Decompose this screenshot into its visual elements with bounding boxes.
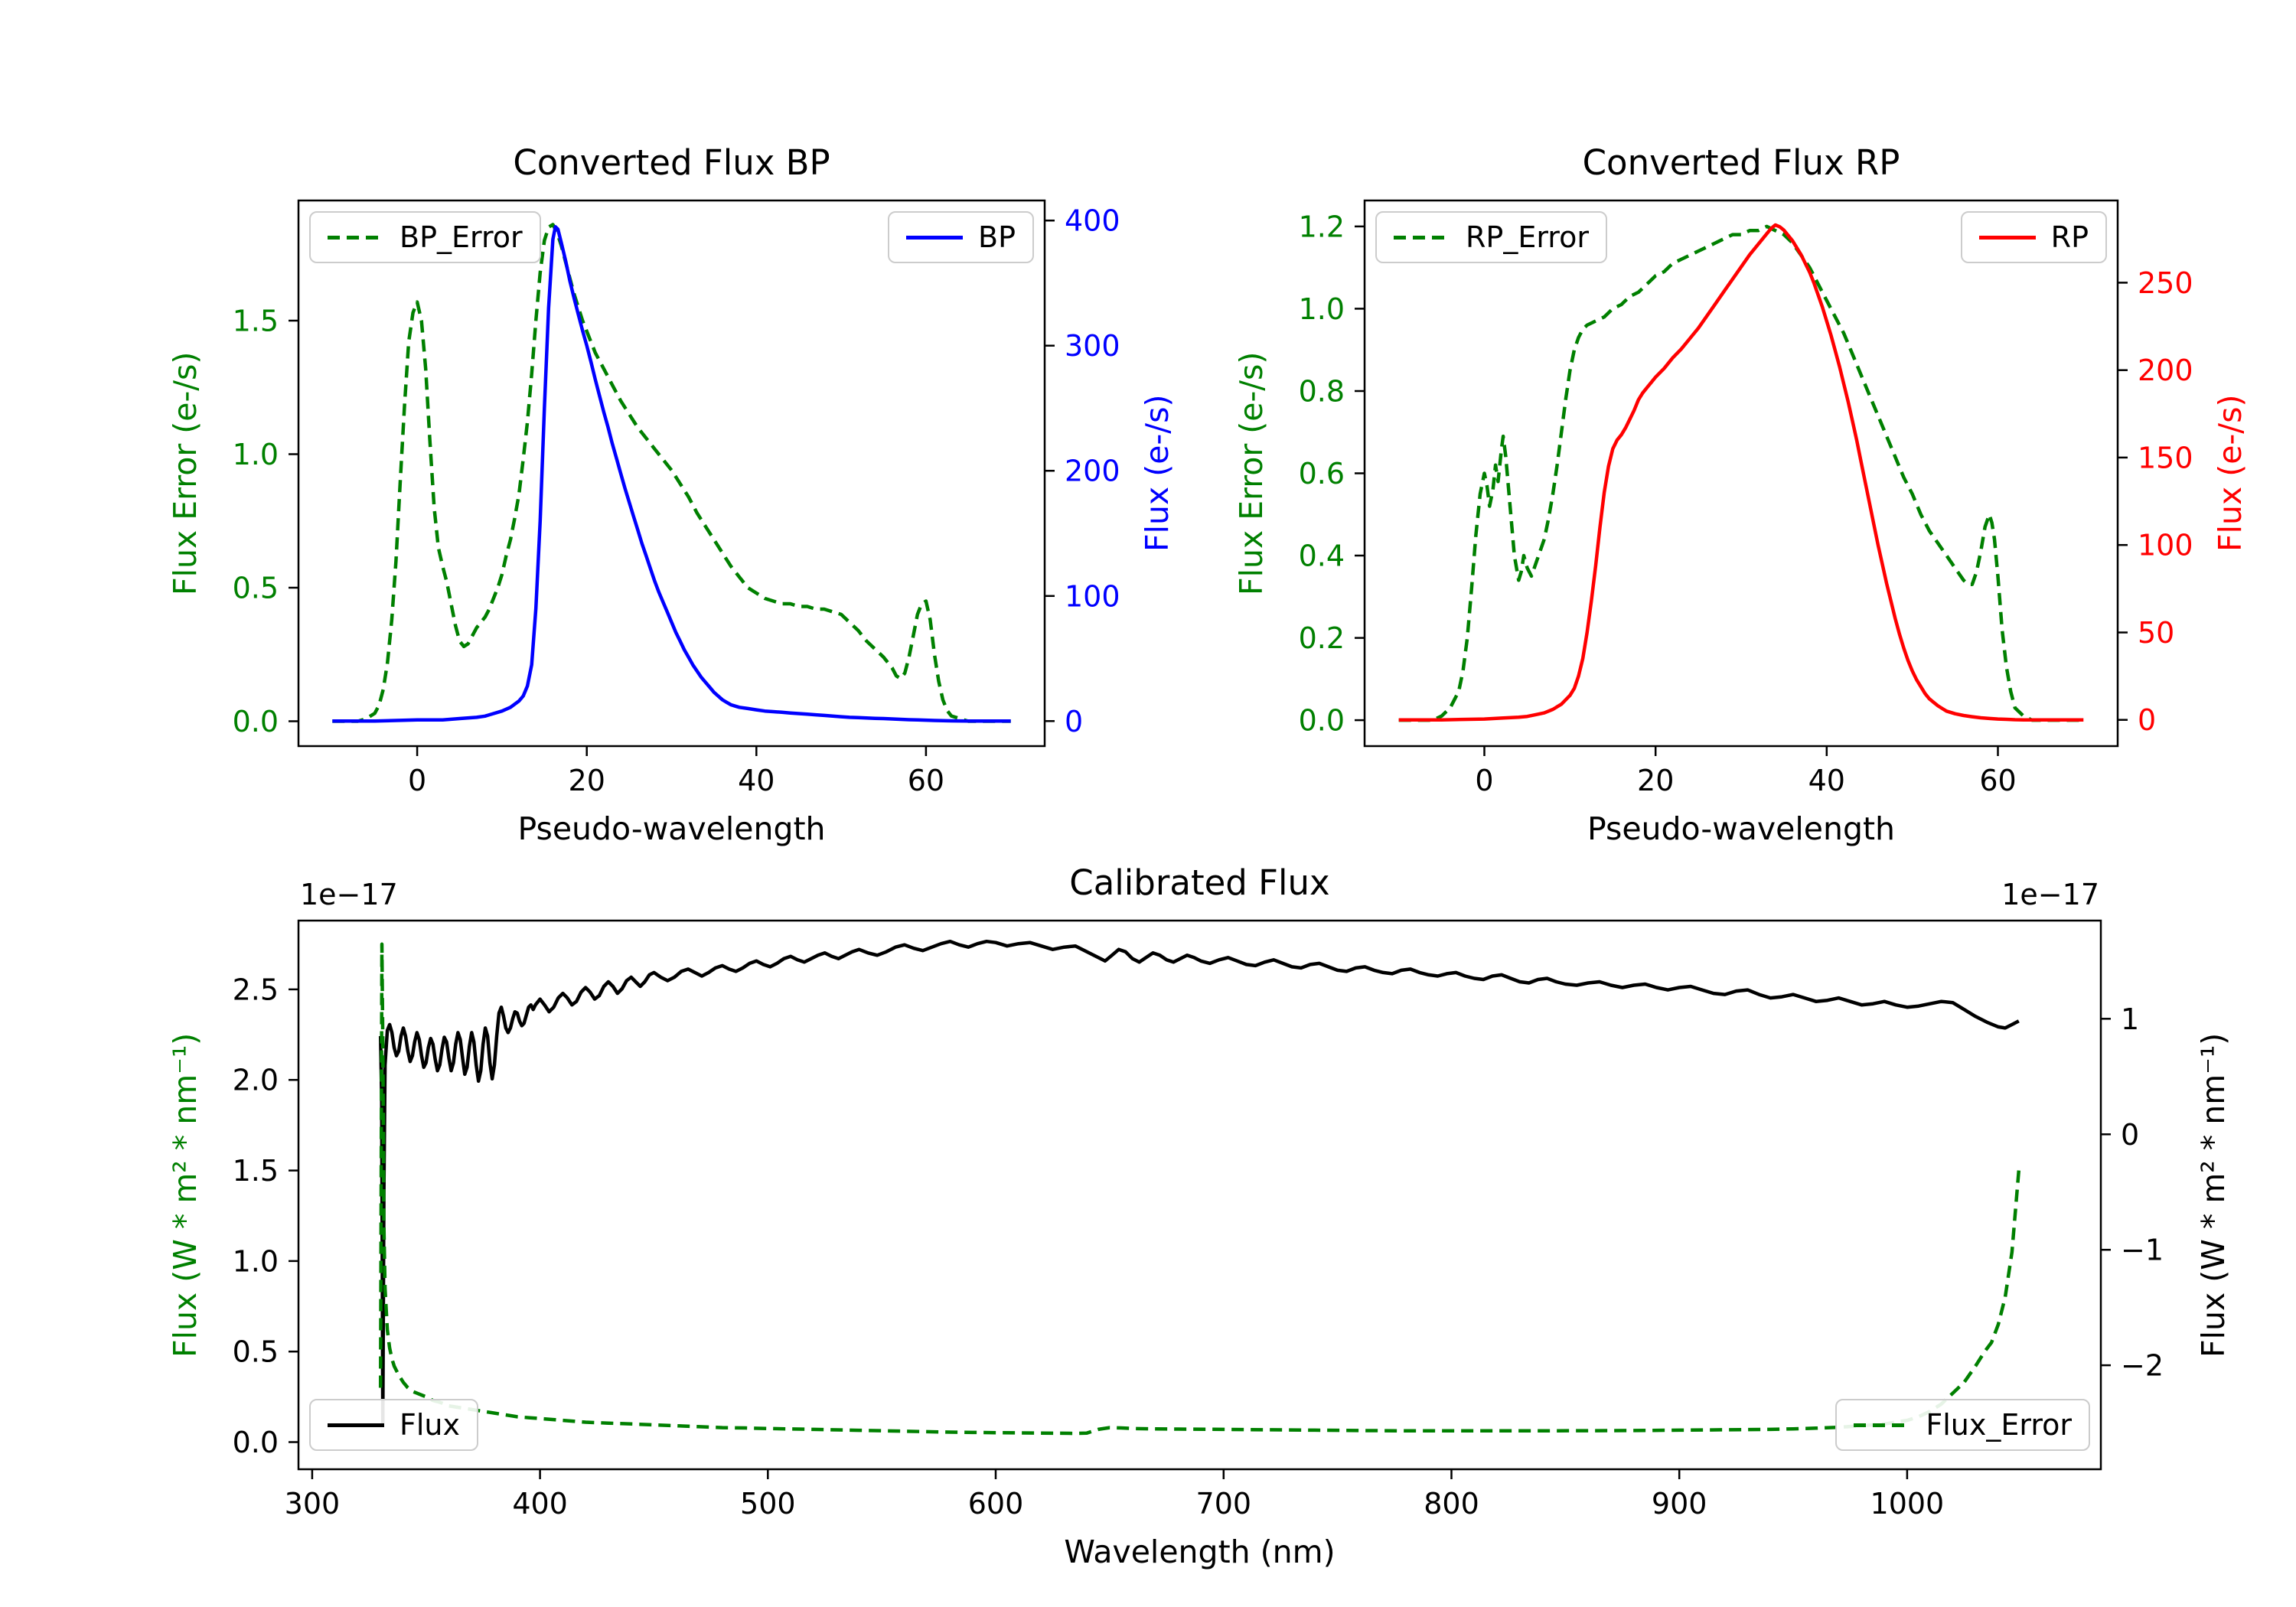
bp-title: Converted Flux BP (513, 142, 830, 183)
rp-curve (1398, 223, 2084, 722)
rp-subplot: Converted Flux RP Flux Error (e-/s) Flux… (1233, 142, 2249, 847)
flux-error-legend-line (1854, 1423, 1911, 1427)
bp-ylabel-right: Flux (e-/s) (1138, 394, 1176, 553)
calibrated-frame (297, 919, 2102, 1471)
y-tick-label: −2 (2121, 1349, 2164, 1383)
bp-legend: BP (888, 211, 1034, 263)
bp-curve (332, 225, 1011, 723)
bp-xlabel: Pseudo-wavelength (517, 810, 826, 847)
rp-xlabel: Pseudo-wavelength (1587, 810, 1896, 847)
x-tick-label: 40 (1808, 764, 1845, 797)
bp-error-legend-label: BP_Error (400, 220, 523, 254)
bp-subplot: Converted Flux BP Flux Error (e-/s) Flux… (167, 142, 1176, 847)
y-tick-label: 300 (1065, 329, 1120, 363)
y-tick-label: 0.0 (233, 705, 279, 738)
y-tick-label: 100 (2138, 529, 2193, 562)
y-tick-label: 0.0 (233, 1426, 279, 1459)
y-tick-label: 0.0 (1299, 704, 1345, 738)
bp-canvas: 0 20 40 60 0.0 0.5 1.0 1.5 0 100 200 300 400 (233, 199, 1120, 797)
x-tick-label: 500 (740, 1487, 796, 1521)
x-tick-label: 0 (408, 764, 426, 797)
calibrated-xlabel: Wavelength (nm) (1064, 1534, 1336, 1570)
calibrated-subplot: Calibrated Flux 1e−17 1e−17 Flux (W * m²… (167, 862, 2232, 1570)
x-tick-label: 900 (1652, 1487, 1707, 1521)
x-tick-label: 1000 (1870, 1487, 1945, 1521)
y-tick-label: 1.0 (233, 438, 279, 471)
rp-error-legend-label: RP_Error (1466, 220, 1589, 254)
y-tick-label: 0.4 (1299, 539, 1345, 573)
x-tick-label: 600 (968, 1487, 1024, 1521)
rp-error-legend-line (1394, 235, 1450, 240)
flux-legend-line (328, 1423, 384, 1427)
calibrated-ylabel-right: Flux (W * m² * nm⁻¹) (2194, 1032, 2232, 1358)
y-tick-label: 200 (1065, 455, 1120, 488)
y-tick-label: 0 (1065, 705, 1083, 738)
y-tick-label: 400 (1065, 204, 1120, 238)
rp-legend-label: RP (2050, 220, 2089, 254)
y-tick-label: −1 (2121, 1234, 2164, 1267)
x-tick-label: 40 (738, 764, 775, 797)
y-tick-label: 200 (2138, 354, 2193, 387)
bp-error-legend: BP_Error (309, 211, 541, 263)
x-tick-label: 60 (908, 764, 944, 797)
rp-frame (1363, 199, 2119, 748)
x-tick-label: 400 (512, 1487, 568, 1521)
bp-error-legend-line (328, 235, 384, 240)
y-tick-label: 0.8 (1299, 375, 1345, 409)
y-tick-label: 100 (1065, 579, 1120, 613)
y-tick-label: 1 (2121, 1002, 2139, 1036)
y-tick-label: 2.5 (233, 973, 279, 1006)
flux-curve (378, 939, 2020, 1425)
y-tick-label: 1.0 (1299, 292, 1345, 326)
x-tick-label: 20 (1637, 764, 1674, 797)
flux-error-curve (378, 942, 2021, 1436)
y-tick-label: 1.0 (233, 1244, 279, 1278)
bp-frame (297, 199, 1046, 748)
bp-legend-line (906, 235, 964, 240)
bp-error-curve (332, 223, 1011, 723)
calibrated-offset-left: 1e−17 (300, 878, 398, 911)
x-tick-label: 300 (285, 1487, 341, 1521)
rp-legend-line (1978, 235, 2036, 240)
bp-legend-label: BP (978, 220, 1016, 254)
calibrated-canvas: 300 400 500 600 700 800 900 1000 0.0 0.5 1.0 1.5 2.0… (233, 919, 2164, 1521)
flux-error-legend-label: Flux_Error (1926, 1408, 2072, 1442)
rp-title: Converted Flux RP (1582, 142, 1900, 183)
y-tick-label: 2.0 (233, 1064, 279, 1097)
x-tick-label: 800 (1424, 1487, 1479, 1521)
flux-legend-label: Flux (400, 1408, 460, 1442)
y-tick-label: 1.5 (233, 1154, 279, 1188)
rp-canvas: 0 20 40 60 0.0 0.2 0.4 0.6 0.8 1.0 1.2 0 50 100 150 200… (1299, 199, 2193, 797)
flux-legend: Flux (309, 1399, 478, 1451)
y-tick-label: 1.2 (1299, 210, 1345, 243)
x-tick-label: 0 (1475, 764, 1493, 797)
rp-error-legend: RP_Error (1375, 211, 1607, 263)
y-tick-label: 0.2 (1299, 621, 1345, 655)
y-tick-label: 0.5 (233, 572, 279, 605)
rp-ylabel-left: Flux Error (e-/s) (1233, 351, 1270, 595)
y-tick-label: 0 (2138, 703, 2156, 737)
x-tick-label: 20 (569, 764, 605, 797)
x-tick-label: 700 (1196, 1487, 1252, 1521)
y-tick-label: 50 (2138, 616, 2174, 650)
x-tick-label: 60 (1979, 764, 2016, 797)
y-tick-label: 150 (2138, 441, 2193, 474)
flux-error-legend: Flux_Error (1835, 1399, 2090, 1451)
rp-ylabel-right: Flux (e-/s) (2211, 394, 2249, 553)
bp-ylabel-left: Flux Error (e-/s) (167, 351, 204, 595)
y-tick-label: 0.6 (1299, 457, 1345, 491)
y-tick-label: 1.5 (233, 305, 279, 338)
rp-error-curve (1398, 224, 2084, 722)
rp-legend: RP (1960, 211, 2107, 263)
calibrated-title: Calibrated Flux (1069, 862, 1330, 903)
calibrated-offset-right: 1e−17 (2001, 878, 2099, 911)
calibrated-ylabel-left: Flux (W * m² * nm⁻¹) (167, 1032, 204, 1358)
y-tick-label: 250 (2138, 266, 2193, 300)
y-tick-label: 0.5 (233, 1335, 279, 1369)
y-tick-label: 0 (2121, 1118, 2139, 1152)
